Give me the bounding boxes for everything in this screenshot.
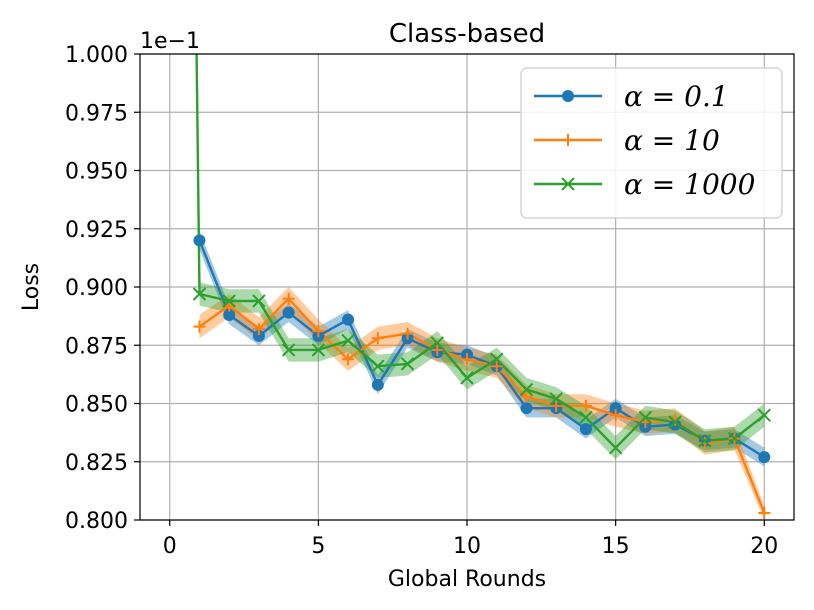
data-point-plus [520,390,533,403]
legend: α = 0.1 α = 10 α = 1000 [520,67,783,219]
data-point-plus [758,507,771,520]
data-point-x [561,177,575,191]
y-tick-label: 0.875 [65,334,128,359]
data-point-circle [342,313,355,326]
data-point-circle [282,306,295,319]
data-point-plus [562,134,574,146]
data-point-plus [252,322,265,335]
data-point-circle [609,402,622,415]
data-point-plus [282,292,295,305]
data-point-x [460,371,474,385]
data-point-plus [342,353,355,366]
data-point-plus [579,399,592,412]
data-point-plus [401,327,414,340]
data-point-x [638,410,653,425]
x-tick-label: 5 [311,534,325,559]
data-point-x [549,392,563,406]
data-point-plus [490,360,503,373]
legend-label: α = 1000 [624,168,755,201]
legend-label: α = 0.1 [624,80,729,113]
data-point-x [490,352,504,366]
data-point-plus [698,437,711,450]
y-tick-label: 0.925 [65,218,128,243]
data-point-x [400,357,415,371]
x-tick-label: 20 [750,534,778,559]
data-point-x [311,343,326,357]
data-point-x [222,294,236,308]
y-tick-label: 0.825 [65,451,128,476]
data-point-circle [371,378,384,391]
y-tick-label: 0.800 [65,509,128,534]
y-tick-label: 0.900 [65,276,128,301]
data-point-x [371,359,385,373]
y-axis-label: Loss [19,263,44,311]
data-point-plus [193,320,206,333]
data-point-x [252,294,266,308]
data-point-circle [758,451,771,464]
data-point-x [608,441,623,455]
data-point-circle [562,90,574,102]
y-tick-label: 0.975 [65,101,128,126]
data-point-circle [223,308,236,321]
data-point-x [698,434,712,448]
x-tick-label: 15 [602,534,630,559]
x-axis-label: Global Rounds [388,567,546,592]
data-point-plus [461,353,473,366]
data-point-circle [579,423,592,436]
data-point-plus [669,413,682,426]
data-point-circle [520,402,533,415]
data-point-plus [371,332,384,345]
data-point-x [668,415,682,429]
data-point-x [281,343,296,357]
chart-title: Class-based [389,19,545,49]
y-axis-ticks: 0.800 0.825 0.850 0.875 0.900 0.925 0.950 0.975… [65,43,140,534]
confidence-bands [199,231,765,520]
confidence-band [199,287,765,520]
y-offset-label: 1e−1 [140,29,200,54]
confidence-band [199,231,765,467]
data-point-x [757,408,771,422]
y-tick-label: 1.000 [65,43,128,68]
y-tick-label: 0.950 [65,160,128,185]
data-point-plus [550,399,563,412]
data-point-circle [193,234,206,247]
series-markers [192,234,771,520]
data-point-x [192,287,207,301]
data-point-x [727,431,742,446]
data-point-circle [252,329,265,342]
confidence-band [199,282,765,460]
data-point-plus [609,409,622,422]
data-point-plus [431,343,444,356]
y-tick-label: 0.850 [65,393,128,418]
data-point-x [341,333,355,348]
data-point-x [430,336,444,350]
data-point-plus [312,325,325,338]
legend-label: α = 10 [624,124,720,157]
legend-box [520,67,783,219]
x-tick-label: 10 [453,534,481,559]
x-axis-ticks: 0 5 10 15 20 [163,520,778,559]
data-point-x [579,410,593,425]
x-tick-label: 0 [163,534,177,559]
data-point-x [519,382,534,397]
